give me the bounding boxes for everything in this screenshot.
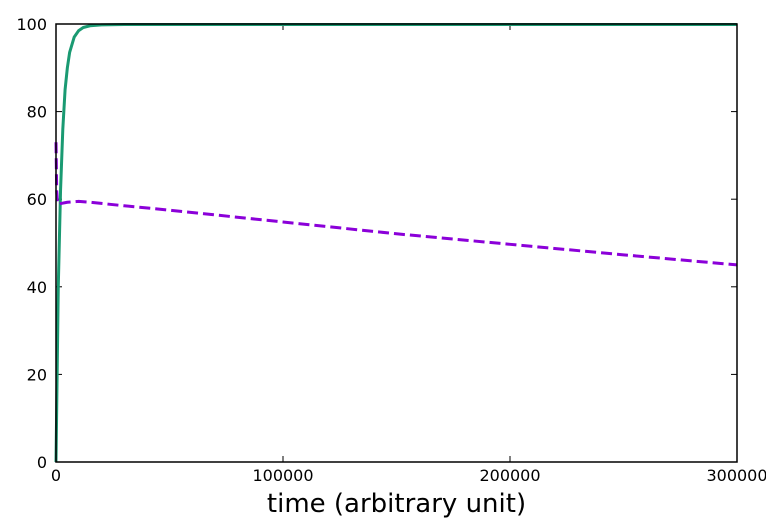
x-tick-label: 200000 <box>479 466 540 485</box>
y-tick-label: 40 <box>27 278 47 297</box>
x-tick-label: 300000 <box>706 466 766 485</box>
y-tick-label: 80 <box>27 103 47 122</box>
x-tick-label: 0 <box>51 466 61 485</box>
series-line-solid <box>54 22 737 463</box>
series-lines <box>54 22 738 463</box>
x-axis-label: time (arbitrary unit) <box>267 489 526 519</box>
x-tick-label: 100000 <box>252 466 313 485</box>
x-tick-labels: 0 100000 200000 300000 <box>51 466 766 485</box>
y-tick-label: 20 <box>27 365 47 384</box>
y-tick-label: 100 <box>16 15 47 34</box>
y-tick-labels: 0 20 40 60 80 100 <box>16 15 47 472</box>
series-line-dashed <box>54 142 738 267</box>
plot-area-frame <box>55 23 738 463</box>
y-tick-label: 60 <box>27 190 47 209</box>
ticks <box>55 23 738 463</box>
y-tick-label: 0 <box>37 453 47 472</box>
